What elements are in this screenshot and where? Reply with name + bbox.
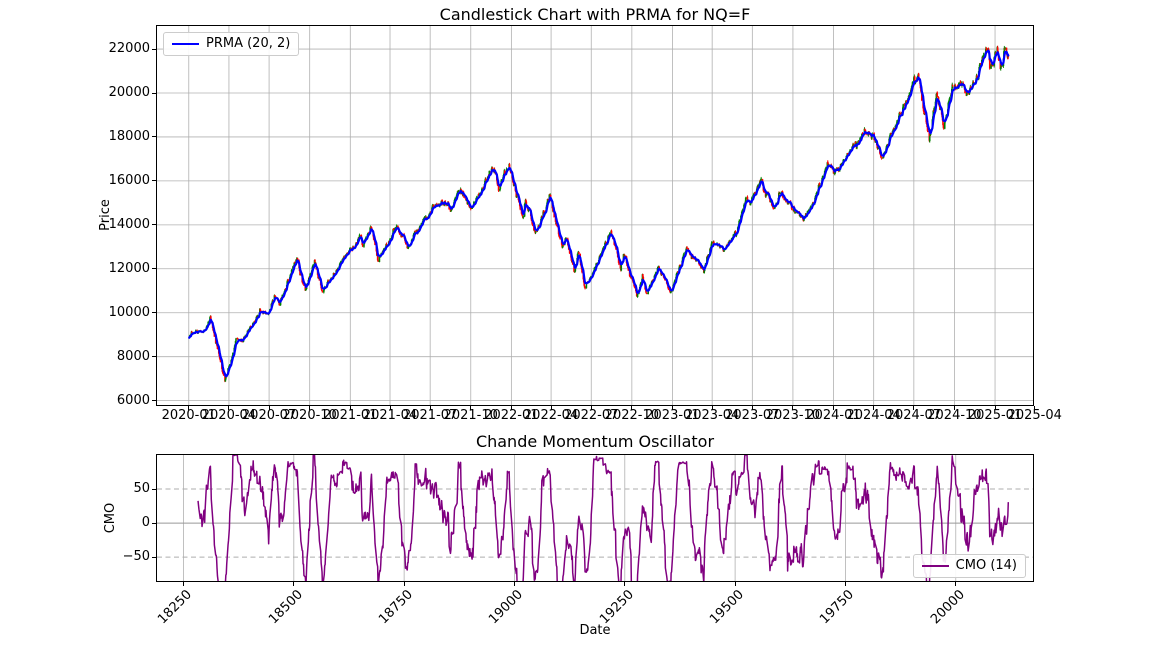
cmo-x-tickmark: [955, 582, 957, 586]
price-x-tickmark: [188, 406, 190, 410]
price-x-tickmark: [590, 406, 592, 410]
price-x-tickmark: [751, 406, 753, 410]
price-chart-title: Candlestick Chart with PRMA for NQ=F: [439, 5, 751, 24]
cmo-x-tickmark: [734, 582, 736, 586]
price-y-tickmark: [152, 312, 156, 314]
price-x-ticklabel: 2024-04: [846, 408, 901, 423]
price-x-tickmark: [470, 406, 472, 410]
cmo-x-ticklabel: 18750: [376, 587, 417, 628]
price-y-ticklabel: 18000: [108, 128, 150, 144]
price-x-ticklabel: 2020-01: [161, 408, 216, 423]
price-y-ticklabel: 6000: [116, 392, 150, 408]
cmo-x-ticklabel: 19500: [707, 587, 748, 628]
price-x-ticklabel: 2025-04: [1007, 408, 1062, 423]
cmo-x-ticklabel: 19250: [596, 587, 637, 628]
cmo-x-ticklabel: 18500: [265, 587, 306, 628]
price-x-ticklabel: 2023-07: [725, 408, 780, 423]
price-x-ticklabel: 2023-01: [645, 408, 700, 423]
price-x-ticklabel: 2024-10: [927, 408, 982, 423]
price-x-tickmark: [550, 406, 552, 410]
cmo-x-tickmark: [513, 582, 515, 586]
price-y-tickmark: [152, 136, 156, 138]
cmo-y-ticklabel: −50: [122, 549, 150, 565]
price-y-ticklabel: 20000: [108, 85, 150, 100]
cmo-legend-label: CMO (14): [955, 558, 1017, 573]
price-x-ticklabel: 2022-04: [523, 408, 579, 423]
price-x-tickmark: [510, 406, 512, 410]
price-x-tickmark: [711, 406, 713, 410]
price-x-ticklabel: 2024-01: [806, 408, 861, 423]
price-x-ticklabel: 2021-10: [443, 408, 498, 423]
cmo-x-ticklabel: 18250: [155, 587, 196, 628]
cmo-y-tickmark: [152, 522, 156, 524]
prma-legend-line-icon: [172, 42, 199, 45]
price-x-ticklabel: 2025-01: [967, 408, 1023, 423]
price-x-ticklabel: 2020-04: [201, 408, 257, 423]
cmo-x-ticklabel: 19000: [486, 587, 527, 628]
cmo-x-tickmark: [844, 582, 846, 586]
price-x-tickmark: [268, 406, 270, 410]
price-y-ticklabel: 10000: [108, 304, 150, 320]
cmo-y-tickmark: [152, 556, 156, 558]
cmo-chart-title: Chande Momentum Oscillator: [475, 432, 715, 451]
cmo-x-tickmark: [403, 582, 405, 586]
price-x-tickmark: [1034, 406, 1036, 410]
price-y-tickmark: [152, 180, 156, 182]
price-x-tickmark: [953, 406, 955, 410]
prma-legend-label: PRMA (20, 2): [206, 36, 291, 51]
price-y-ticklabel: 12000: [108, 260, 150, 276]
price-chart-canvas: [157, 26, 1033, 405]
price-y-ticklabel: 8000: [116, 348, 150, 364]
price-x-tickmark: [913, 406, 915, 410]
date-x-axis-label: Date: [579, 623, 611, 638]
price-y-axis-label: Price: [98, 199, 113, 231]
price-y-tickmark: [152, 268, 156, 270]
prma-legend: PRMA (20, 2): [163, 32, 300, 56]
price-x-ticklabel: 2020-07: [241, 408, 297, 423]
price-y-tickmark: [152, 356, 156, 358]
price-y-tickmark: [152, 400, 156, 402]
price-x-ticklabel: 2024-07: [886, 408, 941, 423]
cmo-legend: CMO (14): [912, 554, 1026, 578]
price-x-ticklabel: 2022-10: [604, 408, 659, 423]
price-x-tickmark: [792, 406, 794, 410]
price-x-tickmark: [389, 406, 391, 410]
cmo-x-ticklabel: 19750: [817, 587, 858, 628]
price-x-tickmark: [873, 406, 875, 410]
price-x-tickmark: [429, 406, 431, 410]
price-x-ticklabel: 2022-07: [564, 408, 619, 423]
cmo-x-tickmark: [182, 582, 184, 586]
price-y-tickmark: [152, 92, 156, 94]
price-y-tickmark: [152, 48, 156, 50]
price-x-ticklabel: 2020-10: [282, 408, 337, 423]
price-x-tickmark: [228, 406, 230, 410]
cmo-chart-canvas: [157, 455, 1033, 581]
price-x-tickmark: [671, 406, 673, 410]
cmo-x-tickmark: [293, 582, 295, 586]
price-x-tickmark: [631, 406, 633, 410]
price-x-ticklabel: 2021-01: [323, 408, 378, 423]
price-x-ticklabel: 2023-04: [684, 408, 740, 423]
price-y-ticklabel: 16000: [108, 172, 150, 188]
price-y-tickmark: [152, 224, 156, 226]
price-axes: [156, 25, 1034, 406]
cmo-y-tickmark: [152, 488, 156, 490]
price-y-ticklabel: 22000: [108, 41, 150, 57]
price-x-ticklabel: 2021-04: [362, 408, 418, 423]
cmo-legend-line-icon: [921, 564, 949, 567]
price-x-ticklabel: 2023-10: [765, 408, 821, 423]
cmo-axes: [156, 454, 1034, 582]
price-x-tickmark: [833, 406, 835, 410]
cmo-y-ticklabel: 50: [133, 481, 150, 497]
price-x-tickmark: [349, 406, 351, 410]
price-y-ticklabel: 14000: [108, 216, 150, 232]
cmo-x-tickmark: [624, 582, 626, 586]
price-x-tickmark: [994, 406, 996, 410]
cmo-y-ticklabel: 0: [141, 515, 150, 531]
price-x-ticklabel: 2022-01: [484, 408, 539, 423]
cmo-x-ticklabel: 20000: [927, 587, 968, 628]
price-x-tickmark: [309, 406, 311, 410]
price-x-ticklabel: 2021-07: [402, 408, 458, 423]
